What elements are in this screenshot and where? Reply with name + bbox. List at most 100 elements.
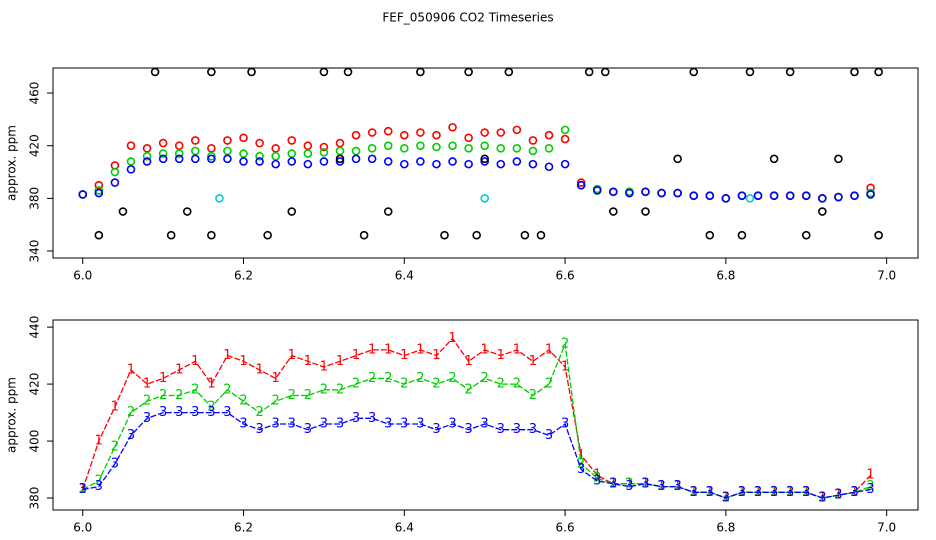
point xyxy=(705,191,715,201)
x-tick-label: 6.2 xyxy=(234,269,253,283)
point-marker: 1 xyxy=(432,348,440,363)
x-tick-label: 7.0 xyxy=(877,521,896,535)
y-tick-label: 420 xyxy=(28,134,42,157)
point-marker: 2 xyxy=(175,388,183,403)
point xyxy=(448,122,457,132)
point xyxy=(319,67,329,77)
point-marker: 1 xyxy=(513,342,521,357)
point-marker: 2 xyxy=(255,405,263,420)
point-marker: 1 xyxy=(255,362,263,377)
point xyxy=(472,230,481,240)
point-marker: 3 xyxy=(529,422,537,437)
point-marker: 3 xyxy=(464,422,472,437)
plot-frame xyxy=(52,67,919,259)
series-line xyxy=(82,337,872,499)
y-tick-label: 400 xyxy=(28,430,42,453)
point xyxy=(576,178,586,187)
y-tick-label: 460 xyxy=(28,82,42,105)
point xyxy=(367,144,377,153)
point xyxy=(416,128,425,137)
point xyxy=(207,151,216,161)
point xyxy=(126,141,136,150)
point xyxy=(528,159,538,169)
point-marker: 3 xyxy=(272,416,280,431)
point xyxy=(359,230,369,240)
point xyxy=(512,144,522,153)
point xyxy=(464,144,473,153)
point xyxy=(496,128,506,137)
point-marker: 2 xyxy=(561,337,569,352)
series-line xyxy=(82,341,871,499)
point-marker: 1 xyxy=(111,399,119,414)
x-tick-label: 6.0 xyxy=(73,269,92,283)
point xyxy=(560,125,570,135)
point xyxy=(464,159,473,169)
point-marker: 1 xyxy=(95,434,103,449)
point-marker: 1 xyxy=(384,342,392,357)
point xyxy=(223,154,232,164)
point-marker: 3 xyxy=(786,485,794,500)
point xyxy=(416,67,425,77)
x-tick-label: 6.4 xyxy=(395,521,414,535)
point-marker: 2 xyxy=(207,399,215,414)
point xyxy=(78,190,88,199)
point xyxy=(223,146,232,156)
point-marker: 3 xyxy=(143,411,151,426)
point xyxy=(464,133,473,143)
point xyxy=(480,157,489,166)
point-marker: 2 xyxy=(641,476,649,491)
point-marker: 3 xyxy=(304,422,312,437)
point-marker: 1 xyxy=(561,360,569,375)
point xyxy=(271,144,280,153)
point xyxy=(383,126,393,136)
point xyxy=(512,157,522,166)
x-tick-label: 6.8 xyxy=(716,269,735,283)
point xyxy=(520,230,530,240)
point-marker: 2 xyxy=(239,394,247,409)
point-marker: 2 xyxy=(513,377,521,392)
point xyxy=(416,141,425,150)
point xyxy=(351,130,361,140)
point xyxy=(383,157,393,166)
point xyxy=(609,187,618,197)
point xyxy=(223,136,232,145)
point-marker: 2 xyxy=(545,377,553,392)
point xyxy=(874,230,883,240)
point xyxy=(239,133,248,143)
point xyxy=(287,149,297,158)
point-marker: 1 xyxy=(191,354,199,369)
point xyxy=(544,144,554,153)
point-marker: 3 xyxy=(255,422,263,437)
point-marker: 2 xyxy=(111,439,119,454)
point-marker: 1 xyxy=(481,342,489,357)
point-marker: 2 xyxy=(481,371,489,386)
point-marker: 1 xyxy=(127,362,135,377)
point-marker: 3 xyxy=(336,416,344,431)
point-marker: 3 xyxy=(175,405,183,420)
chart-title: FEF_050906 CO2 Timeseries xyxy=(382,11,553,25)
point xyxy=(576,180,586,190)
point-marker: 3 xyxy=(738,485,746,500)
point-marker: 2 xyxy=(143,394,151,409)
point-marker: 3 xyxy=(207,405,215,420)
point xyxy=(801,230,811,240)
point-marker: 2 xyxy=(529,388,537,403)
point xyxy=(126,157,136,166)
point xyxy=(303,149,313,158)
point-marker: 2 xyxy=(368,371,376,386)
point xyxy=(689,67,699,77)
point-marker: 1 xyxy=(288,348,296,363)
point-marker: 3 xyxy=(706,485,714,500)
point xyxy=(600,67,610,77)
point xyxy=(496,159,506,169)
point xyxy=(496,144,506,153)
point-marker: 3 xyxy=(384,416,392,431)
point xyxy=(448,141,457,150)
point xyxy=(721,194,731,203)
point xyxy=(383,207,393,216)
point-marker: 1 xyxy=(464,354,472,369)
point-marker: 3 xyxy=(850,485,858,500)
point xyxy=(689,191,699,201)
point xyxy=(247,67,256,77)
point-marker: 3 xyxy=(513,422,521,437)
